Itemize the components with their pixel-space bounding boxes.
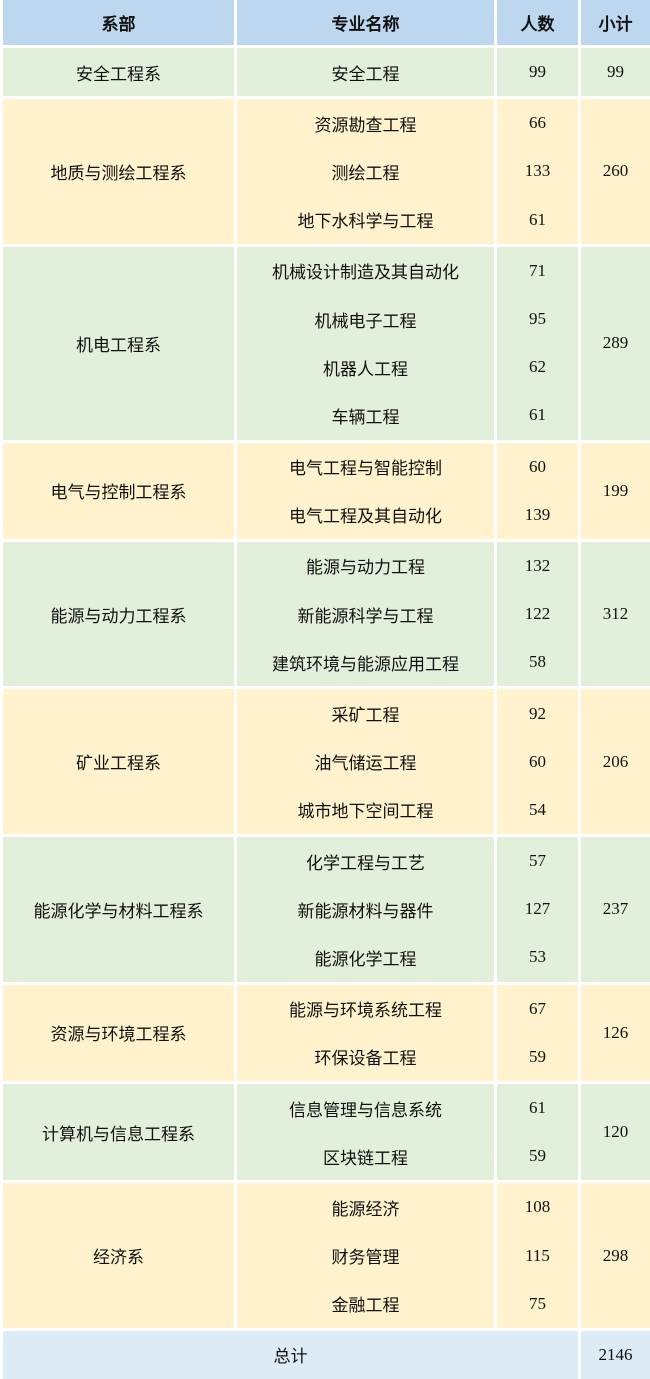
major-cell: 环保设备工程 <box>236 1033 496 1083</box>
subtotal-cell: 126 <box>580 983 650 1082</box>
major-cell: 建筑环境与能源应用工程 <box>236 638 496 688</box>
count-cell: 53 <box>496 933 580 983</box>
major-cell: 安全工程 <box>236 47 496 98</box>
major-cell: 机械设计制造及其自动化 <box>236 245 496 295</box>
dept-cell: 计算机与信息工程系 <box>2 1082 236 1181</box>
count-cell: 67 <box>496 983 580 1033</box>
major-cell: 能源与环境系统工程 <box>236 983 496 1033</box>
total-value: 2146 <box>580 1329 650 1379</box>
dept-cell: 机电工程系 <box>2 245 236 441</box>
major-cell: 采矿工程 <box>236 688 496 738</box>
count-cell: 60 <box>496 441 580 491</box>
count-cell: 139 <box>496 491 580 541</box>
dept-cell: 能源化学与材料工程系 <box>2 836 236 984</box>
major-cell: 地下水科学与工程 <box>236 196 496 246</box>
count-cell: 133 <box>496 147 580 195</box>
dept-cell: 经济系 <box>2 1182 236 1330</box>
major-cell: 城市地下空间工程 <box>236 786 496 836</box>
count-cell: 58 <box>496 638 580 688</box>
count-cell: 54 <box>496 786 580 836</box>
count-cell: 57 <box>496 836 580 886</box>
count-cell: 61 <box>496 1082 580 1132</box>
count-cell: 132 <box>496 540 580 590</box>
count-cell: 60 <box>496 738 580 786</box>
subtotal-cell: 289 <box>580 245 650 441</box>
count-cell: 61 <box>496 391 580 441</box>
count-cell: 122 <box>496 590 580 638</box>
header-count: 人数 <box>496 0 580 47</box>
subtotal-cell: 260 <box>580 98 650 246</box>
header-major: 专业名称 <box>236 0 496 47</box>
count-cell: 108 <box>496 1182 580 1232</box>
major-cell: 电气工程与智能控制 <box>236 441 496 491</box>
subtotal-cell: 120 <box>580 1082 650 1181</box>
dept-cell: 电气与控制工程系 <box>2 441 236 540</box>
subtotal-cell: 206 <box>580 688 650 836</box>
count-cell: 75 <box>496 1280 580 1330</box>
header-row: 系部 专业名称 人数 小计 <box>2 0 650 47</box>
count-cell: 71 <box>496 245 580 295</box>
subtotal-cell: 199 <box>580 441 650 540</box>
count-cell: 92 <box>496 688 580 738</box>
major-cell: 能源化学工程 <box>236 933 496 983</box>
count-cell: 127 <box>496 885 580 933</box>
major-cell: 机械电子工程 <box>236 295 496 343</box>
subtotal-cell: 99 <box>580 47 650 98</box>
major-cell: 信息管理与信息系统 <box>236 1082 496 1132</box>
major-cell: 金融工程 <box>236 1280 496 1330</box>
major-cell: 新能源材料与器件 <box>236 885 496 933</box>
dept-cell: 资源与环境工程系 <box>2 983 236 1082</box>
count-cell: 61 <box>496 196 580 246</box>
count-cell: 115 <box>496 1232 580 1280</box>
major-cell: 电气工程及其自动化 <box>236 491 496 541</box>
dept-cell: 能源与动力工程系 <box>2 540 236 688</box>
dept-cell: 地质与测绘工程系 <box>2 98 236 246</box>
count-cell: 59 <box>496 1033 580 1083</box>
header-subtotal: 小计 <box>580 0 650 47</box>
subtotal-cell: 237 <box>580 836 650 984</box>
count-cell: 66 <box>496 98 580 148</box>
count-cell: 62 <box>496 343 580 391</box>
subtotal-cell: 298 <box>580 1182 650 1330</box>
total-label: 总计 <box>2 1329 580 1379</box>
count-cell: 99 <box>496 47 580 98</box>
major-cell: 新能源科学与工程 <box>236 590 496 638</box>
major-cell: 能源与动力工程 <box>236 540 496 590</box>
major-cell: 能源经济 <box>236 1182 496 1232</box>
major-cell: 测绘工程 <box>236 147 496 195</box>
major-cell: 油气储运工程 <box>236 738 496 786</box>
major-cell: 区块链工程 <box>236 1132 496 1182</box>
major-cell: 化学工程与工艺 <box>236 836 496 886</box>
count-cell: 95 <box>496 295 580 343</box>
dept-cell: 安全工程系 <box>2 47 236 98</box>
subtotal-cell: 312 <box>580 540 650 688</box>
major-cell: 机器人工程 <box>236 343 496 391</box>
header-dept: 系部 <box>2 0 236 47</box>
major-cell: 资源勘查工程 <box>236 98 496 148</box>
major-cell: 财务管理 <box>236 1232 496 1280</box>
total-row: 总计 2146 <box>2 1329 650 1379</box>
count-cell: 59 <box>496 1132 580 1182</box>
dept-cell: 矿业工程系 <box>2 688 236 836</box>
major-cell: 车辆工程 <box>236 391 496 441</box>
